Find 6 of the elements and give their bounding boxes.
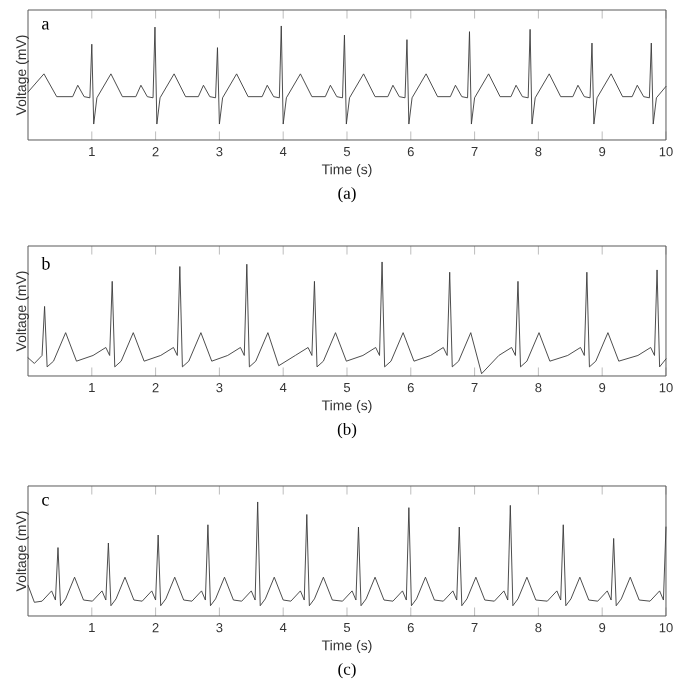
text: (c) [338, 662, 356, 679]
text: (b) [337, 422, 357, 439]
annotation: b [41, 256, 50, 270]
annotation: a [42, 20, 50, 30]
text: (a) [338, 186, 356, 203]
annotation: c [42, 496, 49, 506]
